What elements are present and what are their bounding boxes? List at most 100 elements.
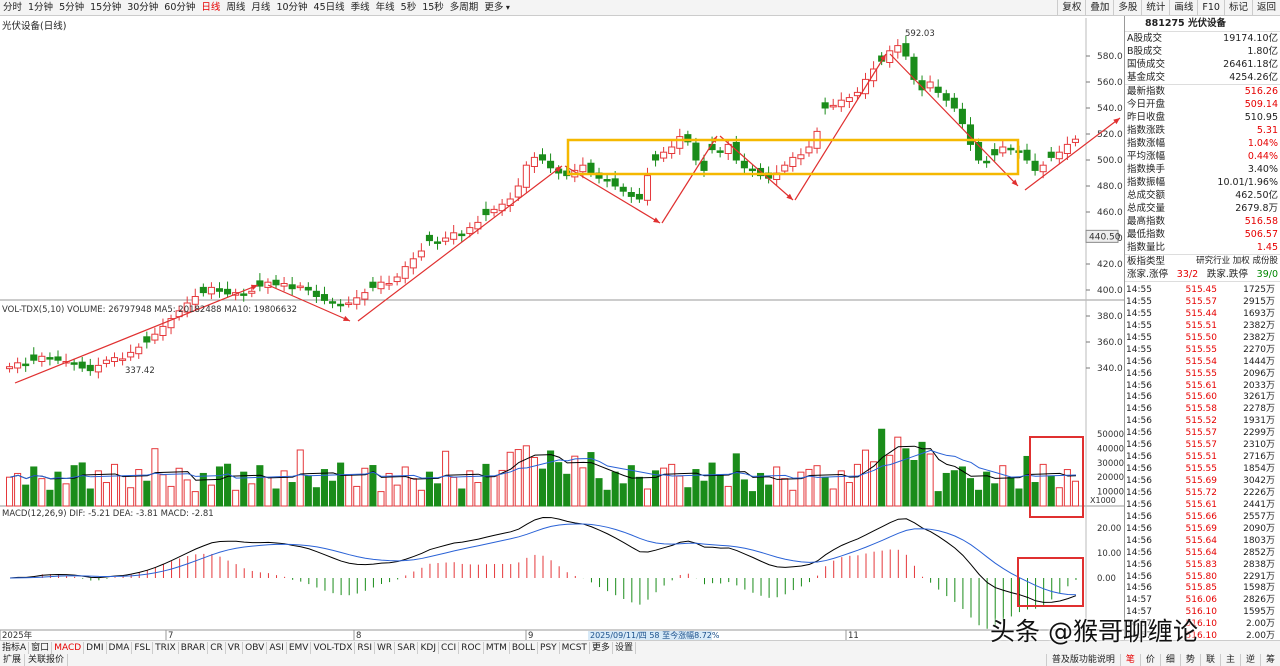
indicator-tab[interactable]: 更多: [590, 642, 613, 654]
indicator-tab[interactable]: TRIX: [153, 642, 179, 654]
indicator-tab[interactable]: ASI: [267, 642, 287, 654]
period-tab[interactable]: 月线: [251, 1, 271, 13]
trend-arrowhead: [653, 217, 660, 223]
indicator-tab[interactable]: BOLL: [510, 642, 539, 654]
tool-button[interactable]: 统计: [1141, 0, 1169, 16]
indicator-tab[interactable]: BRAR: [179, 642, 209, 654]
indicator-tab[interactable]: 设置: [613, 642, 636, 654]
candle: [579, 164, 587, 173]
tool-button[interactable]: 复权: [1057, 0, 1085, 16]
volume-bar: [393, 484, 401, 507]
indicator-tab[interactable]: ROC: [459, 642, 484, 654]
indicator-tab[interactable]: 指标A: [0, 642, 30, 654]
volume-bar: [853, 463, 861, 507]
decline-value: 39/0: [1256, 269, 1278, 280]
mode-button[interactable]: 细: [1159, 654, 1180, 666]
mode-button[interactable]: 势: [1179, 654, 1200, 666]
period-tab[interactable]: 30分钟: [127, 1, 159, 13]
period-tab[interactable]: 年线: [375, 1, 395, 13]
mode-button[interactable]: 筹: [1259, 654, 1280, 666]
tick-volume: 1725万: [1243, 285, 1275, 295]
period-tab[interactable]: 分时: [3, 1, 23, 13]
volume-bar: [433, 483, 442, 507]
volume-bar: [337, 462, 345, 507]
volume-bar: [692, 469, 700, 507]
stat-row: B股成交 1.80亿: [1125, 45, 1280, 58]
tool-button[interactable]: F10: [1197, 0, 1224, 16]
period-tab[interactable]: 5分钟: [59, 1, 85, 13]
tick-row: 14:56 515.69 3042万: [1125, 475, 1280, 487]
mode-button[interactable]: 普及版功能说明: [1045, 654, 1120, 666]
tick-time: 14:55: [1126, 332, 1152, 343]
volume-bar: [30, 466, 38, 507]
indicator-tab[interactable]: DMA: [107, 642, 133, 654]
indicator-tab[interactable]: MTM: [484, 642, 510, 654]
volume-bar: [571, 455, 579, 507]
candle: [248, 290, 256, 294]
volume-axis-label: 50000: [1097, 430, 1124, 440]
mode-button[interactable]: 价: [1139, 654, 1160, 666]
indicator-tab[interactable]: MACD: [52, 642, 85, 654]
index-type-value[interactable]: 研究行业 加权 成份股: [1196, 256, 1278, 266]
candle: [280, 283, 288, 287]
volume-bar: [676, 475, 684, 507]
mode-button[interactable]: 主: [1219, 654, 1240, 666]
tool-button[interactable]: 返回: [1251, 0, 1280, 16]
volume-bar: [668, 463, 676, 507]
tick-row: 14:57 516.10 2.00万: [1125, 630, 1280, 642]
period-tab[interactable]: 周线: [226, 1, 246, 13]
indicator-tab[interactable]: KDJ: [418, 642, 439, 654]
period-tab[interactable]: 多周期: [449, 1, 479, 13]
indicator-tab[interactable]: DMI: [84, 642, 107, 654]
indicator-tab[interactable]: WR: [375, 642, 396, 654]
period-tab[interactable]: 60分钟: [164, 1, 196, 13]
tool-button[interactable]: 叠加: [1085, 0, 1113, 16]
tool-button[interactable]: 标记: [1223, 0, 1252, 16]
indicator-tab[interactable]: PSY: [538, 642, 560, 654]
period-tab[interactable]: 季线: [350, 1, 370, 13]
tool-button[interactable]: 多股: [1113, 0, 1141, 16]
period-tab[interactable]: 15分钟: [90, 1, 122, 13]
tick-time: 14:57: [1126, 595, 1152, 606]
tool-button[interactable]: 画线: [1169, 0, 1197, 16]
trend-line: [719, 135, 794, 201]
mode-button[interactable]: 逆: [1239, 654, 1260, 666]
candle: [54, 356, 62, 361]
volume-bar: [845, 482, 853, 507]
period-tab[interactable]: 1分钟: [28, 1, 54, 13]
period-tab[interactable]: 45日线: [313, 1, 345, 13]
indicator-tab[interactable]: FSL: [132, 642, 154, 654]
period-tab[interactable]: 5秒: [400, 1, 417, 13]
tick-volume: 2090万: [1243, 523, 1275, 534]
indicator-tab[interactable]: RSI: [355, 642, 376, 654]
volume-bar: [86, 488, 94, 507]
indicator-tab[interactable]: VR: [226, 642, 244, 654]
mode-button[interactable]: 联: [1199, 654, 1220, 666]
stat-row: 总成交量 2679.8万: [1125, 202, 1280, 215]
tick-list[interactable]: 14:55 515.45 1725万 14:55 515.57 2915万 14:55 515…: [1125, 284, 1280, 666]
secondary-tab[interactable]: 扩展: [0, 654, 26, 666]
period-tab[interactable]: 日线: [201, 1, 221, 13]
volume-bar: [94, 470, 102, 507]
period-tab[interactable]: 10分钟: [276, 1, 308, 13]
period-tab[interactable]: 更多: [481, 0, 513, 16]
current-price-label: 440.50: [1089, 232, 1121, 242]
indicator-tab[interactable]: EMV: [287, 642, 312, 654]
index-stats: 最新指数 516.26 今日开盘 509.14 昨日收盘 510.95 指数涨跌 5.31 指数…: [1125, 85, 1280, 254]
indicator-tab[interactable]: VOL-TDX: [311, 642, 356, 654]
mode-button[interactable]: 笔: [1119, 654, 1140, 666]
volume-bar: [304, 475, 312, 507]
tick-volume: 2.00万: [1245, 631, 1275, 642]
period-tab[interactable]: 15秒: [422, 1, 444, 13]
indicator-tab[interactable]: MCST: [560, 642, 590, 654]
stat-value: 506.57: [1244, 229, 1278, 240]
secondary-tab[interactable]: 关联报价: [25, 654, 69, 666]
indicator-tab[interactable]: OBV: [243, 642, 268, 654]
stat-row: 今日开盘 509.14: [1125, 98, 1280, 111]
volume-bar: [861, 449, 870, 507]
indicator-tab[interactable]: 窗口: [29, 642, 53, 654]
indicator-tab[interactable]: SAR: [395, 642, 419, 654]
kline-chart[interactable]: 580.0560.0540.0520.0500.0480.0460.0440.0…: [0, 18, 1124, 640]
indicator-tab[interactable]: CR: [208, 642, 226, 654]
indicator-tab[interactable]: CCI: [439, 642, 460, 654]
